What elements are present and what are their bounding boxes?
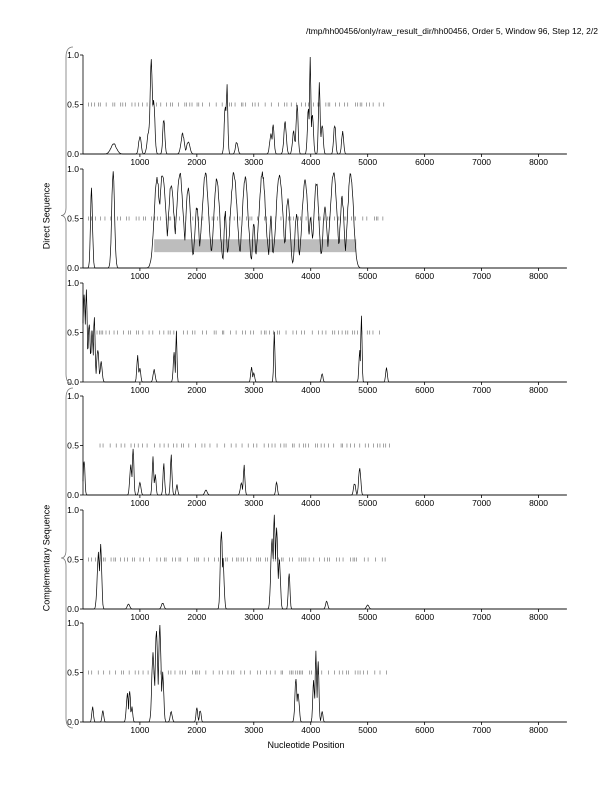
x-tick-label: 3000 (244, 725, 263, 735)
y-tick-label: 1.0 (67, 50, 79, 60)
x-tick-label: 6000 (415, 725, 434, 735)
x-tick-label: 6000 (415, 271, 434, 281)
y-tick-label: 1.0 (67, 164, 79, 174)
x-tick-label: 5000 (358, 498, 377, 508)
x-tick-label: 8000 (529, 271, 548, 281)
x-tick-label: 7000 (472, 612, 491, 622)
x-tick-label: 5000 (358, 157, 377, 167)
x-tick-label: 7000 (472, 157, 491, 167)
x-tick-label: 4000 (301, 157, 320, 167)
x-tick-label: 2000 (187, 725, 206, 735)
y-tick-label: 0.0 (67, 604, 79, 614)
y-tick-label: 0.5 (67, 668, 79, 678)
x-tick-label: 5000 (358, 725, 377, 735)
y-tick-label: 1.0 (67, 278, 79, 288)
x-tick-label: 4000 (301, 271, 320, 281)
series-line (83, 514, 567, 610)
group-brace-complementary (60, 387, 74, 729)
y-tick-label: 1.0 (67, 505, 79, 515)
x-tick-label: 1000 (130, 385, 149, 395)
group-label-direct: Direct Sequence (40, 182, 51, 249)
group-label-complementary: Complementary Sequence (40, 504, 51, 612)
x-tick-label: 1000 (130, 157, 149, 167)
x-tick-label: 6000 (415, 157, 434, 167)
y-tick-label: 1.0 (67, 618, 79, 628)
y-tick-label: 0.5 (67, 328, 79, 338)
y-tick-label: 0.0 (67, 717, 79, 727)
x-tick-label: 5000 (358, 612, 377, 622)
series-line (83, 624, 567, 723)
x-tick-label: 8000 (529, 385, 548, 395)
group-brace-direct (60, 46, 74, 385)
x-tick-label: 1000 (130, 725, 149, 735)
x-tick-label: 1000 (130, 498, 149, 508)
x-tick-label: 5000 (358, 271, 377, 281)
y-tick-label: 0.5 (67, 441, 79, 451)
x-tick-label: 8000 (529, 498, 548, 508)
x-tick-label: 7000 (472, 271, 491, 281)
x-tick-label: 3000 (244, 612, 263, 622)
x-tick-label: 2000 (187, 612, 206, 622)
x-tick-label: 2000 (187, 385, 206, 395)
x-tick-label: 8000 (529, 725, 548, 735)
series-line (83, 171, 567, 269)
x-tick-label: 6000 (415, 498, 434, 508)
x-tick-label: 7000 (472, 385, 491, 395)
y-tick-label: 0.5 (67, 214, 79, 224)
y-tick-label: 0.0 (67, 149, 79, 159)
x-tick-label: 6000 (415, 612, 434, 622)
x-tick-label: 3000 (244, 157, 263, 167)
x-tick-label: 8000 (529, 612, 548, 622)
x-tick-label: 4000 (301, 385, 320, 395)
x-tick-label: 1000 (130, 271, 149, 281)
x-tick-label: 3000 (244, 385, 263, 395)
series-line (82, 289, 567, 383)
y-tick-label: 0.5 (67, 100, 79, 110)
x-tick-label: 6000 (415, 385, 434, 395)
x-tick-label: 8000 (529, 157, 548, 167)
x-tick-label: 3000 (244, 271, 263, 281)
x-tick-label: 7000 (472, 498, 491, 508)
x-tick-label: 5000 (358, 385, 377, 395)
x-tick-label: 7000 (472, 725, 491, 735)
x-tick-label: 2000 (187, 271, 206, 281)
y-tick-label: 0.5 (67, 555, 79, 565)
x-tick-label: 1000 (130, 612, 149, 622)
x-tick-label: 3000 (244, 498, 263, 508)
x-axis-title: Nucleotide Position (267, 740, 345, 750)
x-tick-label: 4000 (301, 612, 320, 622)
series-line (82, 448, 567, 496)
series-line (83, 56, 567, 155)
x-tick-label: 4000 (301, 725, 320, 735)
plot-header: /tmp/hh00456/only/raw_result_dir/hh00456… (305, 26, 598, 36)
y-tick-label: 0.0 (67, 377, 79, 387)
y-tick-label: 0.0 (67, 490, 79, 500)
x-tick-label: 2000 (187, 498, 206, 508)
x-tick-label: 4000 (301, 498, 320, 508)
y-tick-label: 1.0 (67, 391, 79, 401)
y-tick-label: 0.0 (67, 263, 79, 273)
x-tick-label: 2000 (187, 157, 206, 167)
